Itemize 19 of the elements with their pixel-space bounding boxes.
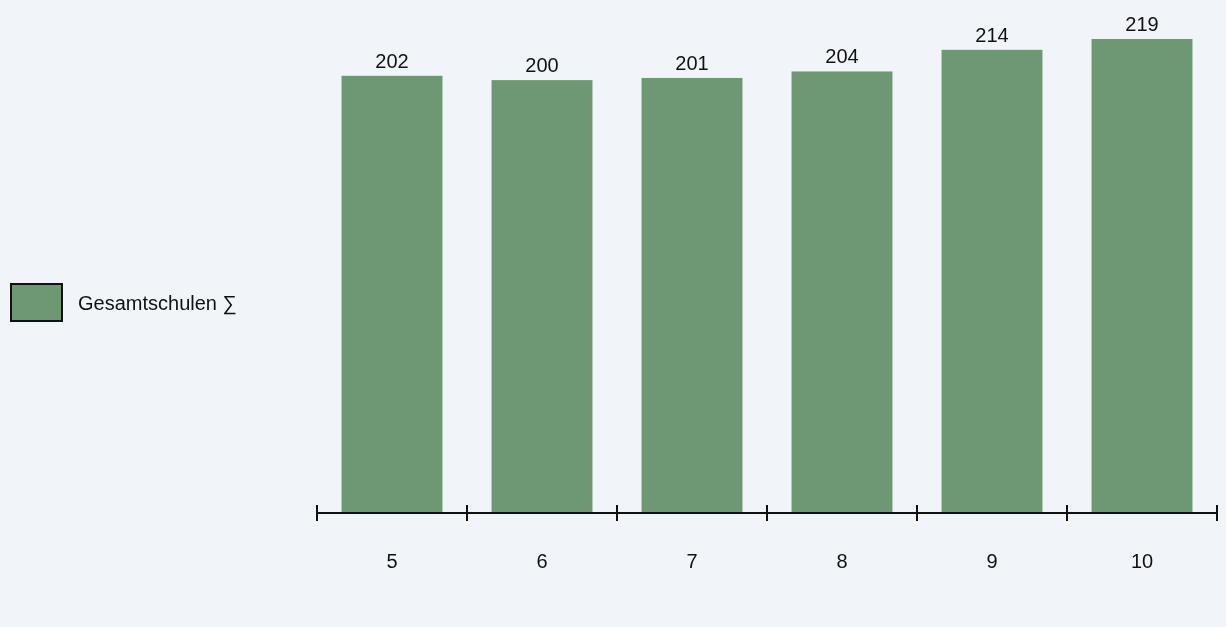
data-label: 204	[825, 45, 859, 68]
x-tick-label: 6	[536, 550, 548, 572]
data-label: 201	[675, 51, 709, 74]
bar	[641, 77, 743, 513]
x-tick-label: 7	[686, 550, 698, 572]
x-tick-label: 10	[1130, 550, 1154, 572]
x-tick-label: 8	[836, 550, 848, 572]
bar	[491, 80, 593, 513]
text: Gesamtschulen ∑	[78, 292, 237, 315]
x-tick-label: 9	[986, 550, 998, 572]
bar	[1091, 39, 1193, 513]
bar	[341, 75, 443, 513]
data-label: 219	[1125, 13, 1159, 35]
bar	[941, 49, 1043, 513]
bar	[791, 71, 893, 513]
x-tick-label: 5	[386, 550, 398, 572]
data-label: 202	[375, 49, 409, 72]
data-label: 200	[525, 54, 559, 77]
data-label: 214	[975, 23, 1009, 46]
